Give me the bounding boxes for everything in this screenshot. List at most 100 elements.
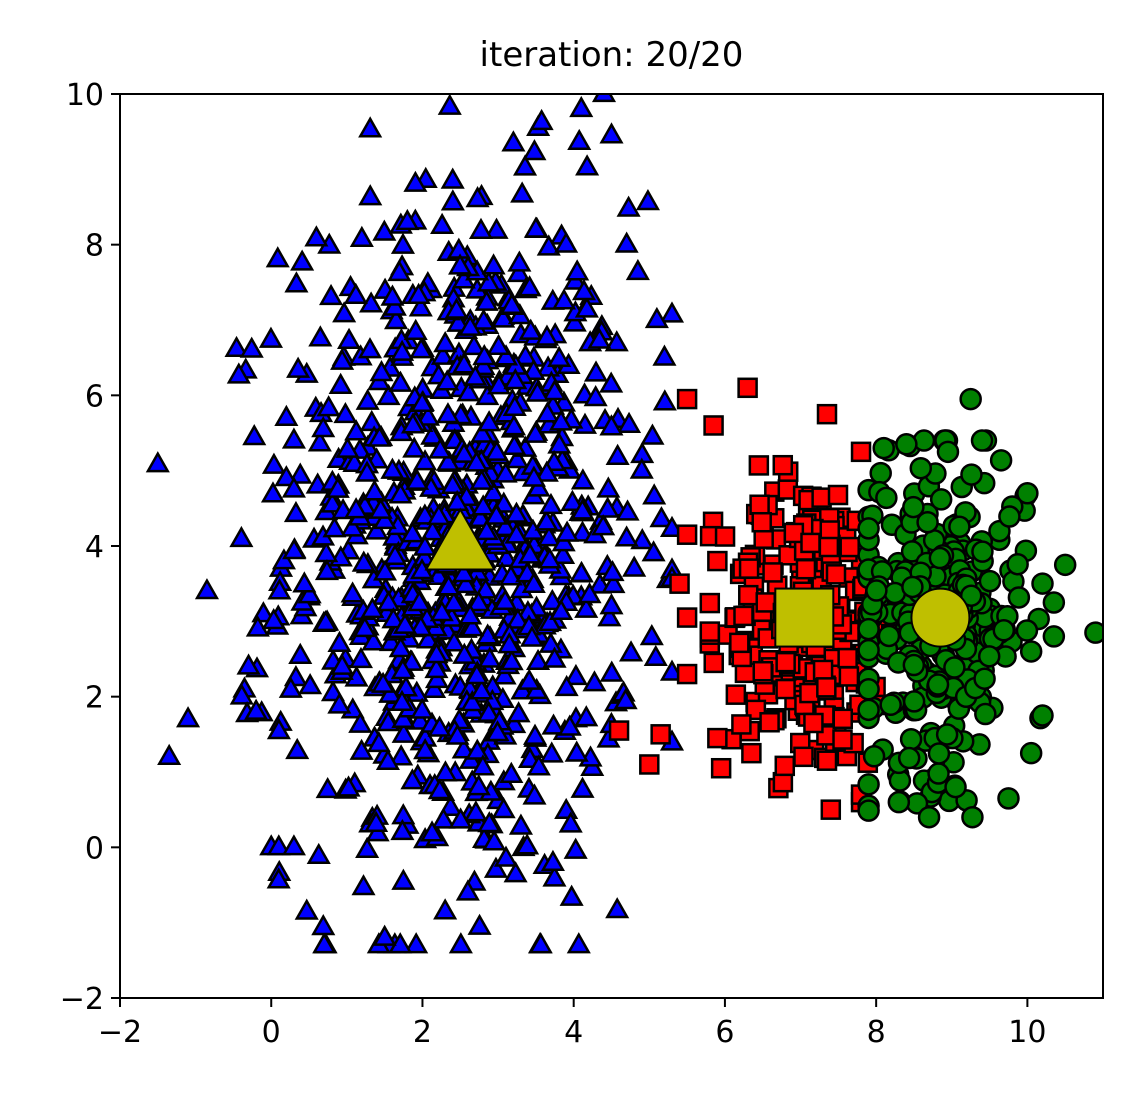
triangle-point [281,427,306,449]
triangle-point [383,543,408,565]
triangle-point [464,663,489,685]
triangle-point [381,607,406,629]
triangle-point [390,339,415,361]
triangle-point [431,807,456,829]
triangle-point [404,932,429,954]
triangle-point [448,807,473,829]
square-point [783,522,805,544]
square-point [837,647,858,669]
triangle-point [616,195,641,217]
triangle-point [361,629,386,651]
triangle-point [444,297,469,319]
triangle-point [325,476,350,498]
square-point [820,799,842,820]
triangle-point [372,507,397,530]
triangle-point [469,678,494,700]
triangle-point [484,503,509,525]
triangle-point [507,250,532,272]
triangle-point [415,404,441,426]
triangle-point [596,476,621,498]
square-point [759,712,780,733]
triangle-point [427,778,452,800]
triangle-point [424,641,449,664]
triangle-point [575,154,600,176]
triangle-point [481,480,506,502]
triangle-point [571,279,597,301]
circle-point [971,540,994,563]
triangle-point [542,865,567,887]
triangle-point [601,571,626,594]
triangle-point [469,468,494,490]
square-point [803,712,824,734]
triangle-point [316,395,341,417]
triangle-point [570,776,595,798]
triangle-point [266,867,291,889]
triangle-point [245,615,270,637]
triangle-point [389,744,414,766]
square-point [733,605,754,627]
triangle-point [471,308,496,330]
triangle-point [391,706,416,728]
triangle-point [534,509,559,531]
triangle-point [458,603,483,625]
square-point [707,727,728,749]
square-point [751,511,772,533]
x-tick-label: 4 [564,1015,583,1050]
triangle-point [508,813,533,835]
triangle-point [284,271,309,293]
triangle-point [355,460,380,482]
triangle-point [371,671,396,693]
circle-point [1084,621,1103,644]
triangle-point [569,560,594,583]
triangle-point [340,515,365,537]
triangle-point [557,714,582,736]
triangle-point [505,447,530,469]
triangle-point [340,581,365,603]
square-point [839,536,860,558]
triangle-point [491,797,516,819]
triangle-point [390,818,415,841]
triangle-point [410,697,435,719]
triangle-point [599,414,624,436]
triangle-point [474,289,499,311]
triangle-point [536,234,561,256]
triangle-point [239,336,264,358]
triangle-point [625,258,650,281]
triangle-point [440,189,465,211]
circle-point [857,773,880,796]
triangle-point [475,383,500,406]
triangle-point [412,503,437,525]
triangle-point [542,379,567,401]
triangle-point [570,468,595,490]
triangle-point [529,108,554,131]
square-point [608,720,630,741]
triangle-point [639,623,664,646]
triangle-point [567,128,592,151]
triangle-point [224,335,249,358]
square-point [669,573,690,594]
triangle-point [288,642,313,664]
triangle-point [229,683,254,705]
triangle-point [554,231,579,253]
triangle-point [523,216,548,238]
triangle-point [391,868,416,890]
circle-point [899,728,923,751]
triangle-point [176,706,201,728]
x-axis: −2 0 2 4 6 8 10 [98,998,1046,1050]
triangle-point [554,797,579,820]
triangle-point [591,514,616,536]
triangle-point [521,465,546,487]
triangle-point [362,479,387,501]
x-tick-label: 8 [867,1015,886,1050]
triangle-point [313,609,338,632]
triangle-point [348,711,373,733]
triangle-point [460,690,485,712]
triangle-point [643,644,668,667]
triangle-point [517,668,542,690]
triangle-point [430,212,455,235]
triangle-point [387,259,412,282]
triangle-point [285,737,310,760]
circle-point [977,645,1001,668]
circle-point [1042,591,1066,614]
triangle-point [145,451,170,473]
